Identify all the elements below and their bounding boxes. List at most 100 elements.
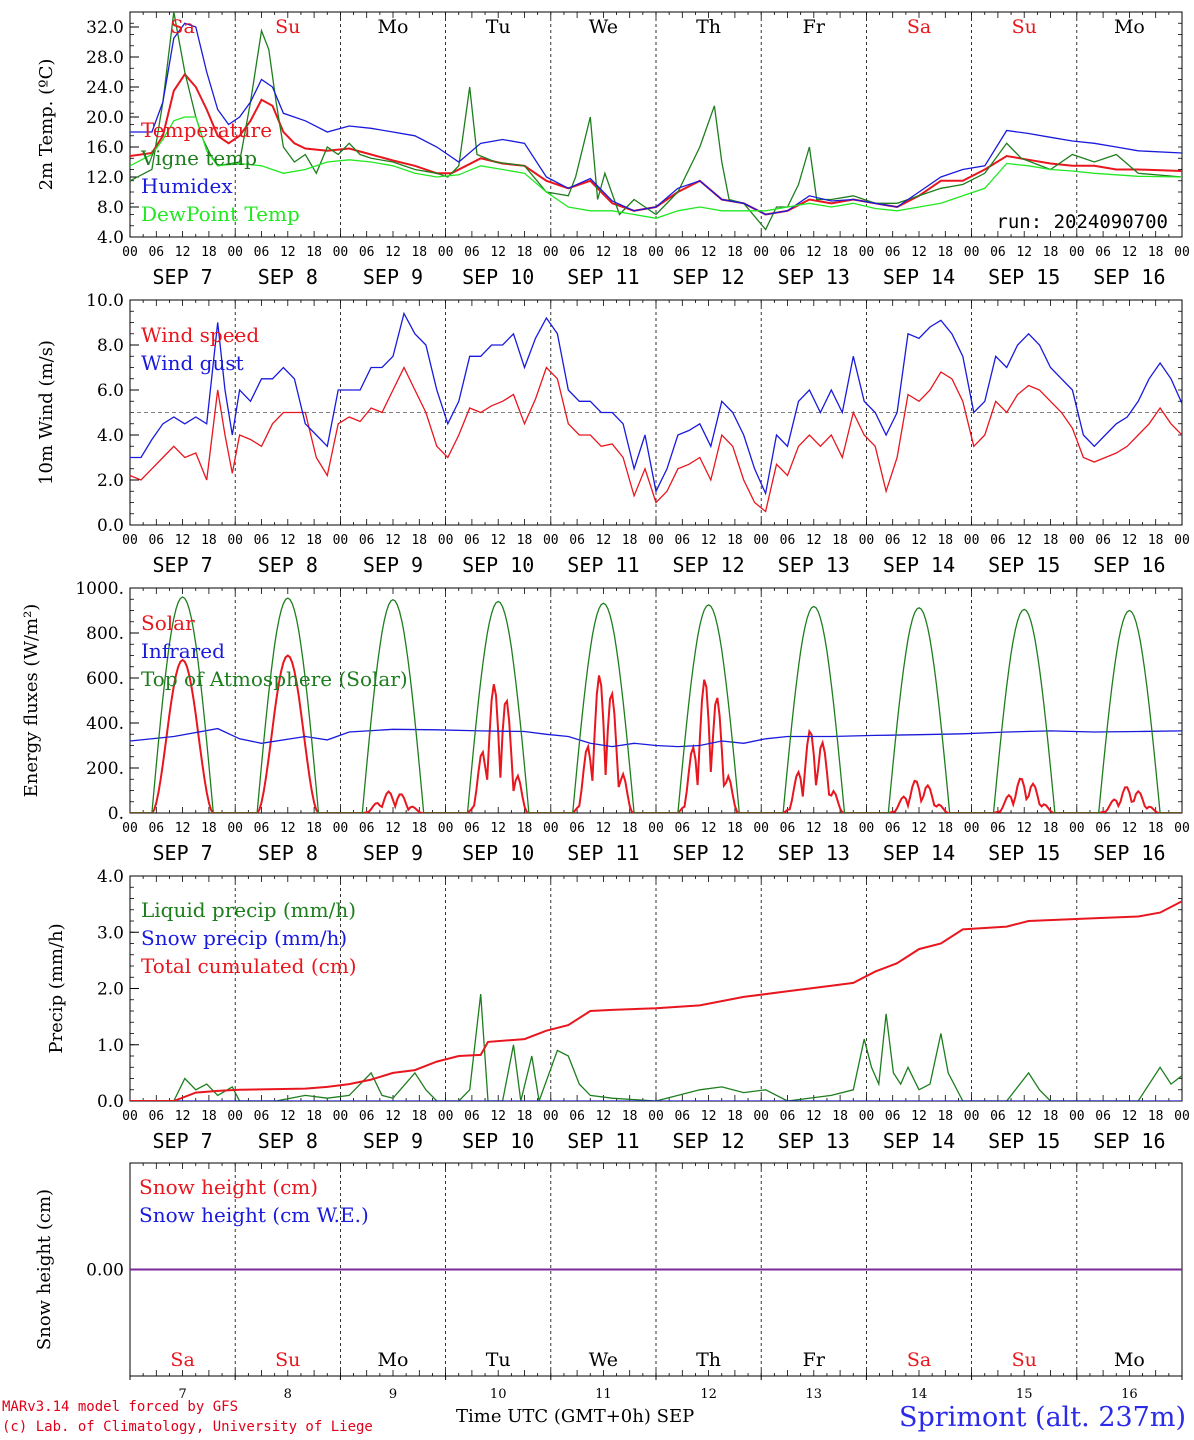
day-name-label: Su: [1012, 1349, 1037, 1371]
legend-entry: Snow precip (mm/h): [141, 926, 347, 950]
hour-label: 06: [674, 533, 690, 548]
date-label: SEP 13: [778, 841, 850, 865]
hour-label: 00: [543, 821, 559, 836]
hour-label: 00: [438, 533, 454, 548]
hour-label: 12: [1016, 821, 1032, 836]
y-tick-label: 6.0: [97, 381, 124, 401]
date-label: SEP 13: [778, 1129, 850, 1153]
day-name-label: Sa: [170, 1349, 194, 1371]
date-label: SEP 16: [1093, 265, 1165, 289]
hour-label: 06: [885, 245, 901, 260]
hour-label: 12: [1016, 533, 1032, 548]
hour-label: 06: [569, 821, 585, 836]
hour-label: 06: [254, 1109, 270, 1124]
hour-label: 06: [464, 821, 480, 836]
hour-label: 18: [1148, 1109, 1164, 1124]
hour-label: 12: [911, 245, 927, 260]
hour-label: 18: [517, 821, 533, 836]
hour-label: 18: [201, 533, 217, 548]
hour-label: 00: [333, 245, 349, 260]
hour-label: 18: [1148, 821, 1164, 836]
date-label: SEP 12: [672, 265, 744, 289]
date-label: SEP 7: [152, 841, 212, 865]
hour-label: 00: [1174, 533, 1190, 548]
hour-label: 18: [411, 821, 427, 836]
hour-label: 00: [648, 1109, 664, 1124]
hour-label: 12: [1122, 245, 1138, 260]
hour-label: 00: [1069, 533, 1085, 548]
hour-label: 00: [753, 245, 769, 260]
legend-entry: Liquid precip (mm/h): [141, 898, 356, 922]
hour-label: 00: [648, 533, 664, 548]
hour-label: 18: [517, 1109, 533, 1124]
hour-label: 00: [859, 533, 875, 548]
date-label: SEP 9: [363, 1129, 423, 1153]
hour-label: 06: [780, 533, 796, 548]
y-tick-label: 8.0: [97, 198, 124, 218]
day-name-label: Tu: [486, 16, 511, 38]
hour-label: 00: [227, 821, 243, 836]
hour-label: 00: [333, 821, 349, 836]
hour-label: 18: [1148, 533, 1164, 548]
legend-entry: Snow height (cm W.E.): [139, 1203, 369, 1227]
hour-label: 00: [1069, 821, 1085, 836]
hour-label: 00: [648, 245, 664, 260]
hour-label: 12: [1122, 1109, 1138, 1124]
y-tick-label: 800.: [86, 624, 124, 644]
day-name-label: Mo: [1114, 1349, 1145, 1371]
hour-label: 18: [306, 533, 322, 548]
y-tick-label: 2.0: [97, 980, 124, 1000]
hour-label: 18: [727, 821, 743, 836]
hour-label: 06: [569, 1109, 585, 1124]
hour-label: 12: [596, 821, 612, 836]
date-label: SEP 13: [778, 553, 850, 577]
hour-label: 06: [254, 533, 270, 548]
hour-label: 12: [280, 245, 296, 260]
date-label: SEP 12: [672, 841, 744, 865]
series-line: [130, 72, 1182, 216]
footer-lab-credit: (c) Lab. of Climatology, University of L…: [2, 1419, 373, 1435]
hour-label: 06: [674, 1109, 690, 1124]
day-name-label: Fr: [803, 16, 826, 38]
x-axis-title: Time UTC (GMT+0h) SEP: [456, 1406, 694, 1427]
y-tick-label: 24.0: [86, 78, 124, 98]
hour-label: 00: [543, 1109, 559, 1124]
hour-label: 18: [937, 1109, 953, 1124]
hour-label: 18: [201, 1109, 217, 1124]
hour-label: 06: [569, 245, 585, 260]
day-number-label: 15: [1016, 1387, 1033, 1402]
day-name-label: We: [589, 16, 618, 38]
hour-label: 12: [701, 533, 717, 548]
day-number-label: 11: [595, 1387, 612, 1402]
date-label: SEP 9: [363, 265, 423, 289]
hour-label: 06: [990, 821, 1006, 836]
hour-label: 12: [385, 1109, 401, 1124]
day-number-label: 14: [911, 1387, 928, 1402]
y-tick-label: 4.0: [97, 228, 124, 248]
y-tick-label: 0.00: [86, 1261, 124, 1281]
date-label: SEP 10: [462, 553, 534, 577]
panel-temp: 4.0 8.0 12.0 16.0 20.0 24.0 28.0 32.0 2m Temp. (…: [36, 11, 1190, 289]
day-number-label: 10: [490, 1387, 507, 1402]
hour-label: 06: [674, 245, 690, 260]
date-label: SEP 10: [462, 1129, 534, 1153]
y-tick-label: 1.0: [97, 1036, 124, 1056]
date-label: SEP 14: [883, 1129, 955, 1153]
date-label: SEP 8: [258, 841, 318, 865]
hour-label: 12: [1122, 821, 1138, 836]
y-tick-label: 0.: [108, 804, 124, 824]
date-label: SEP 12: [672, 553, 744, 577]
legend-entry: Wind gust: [141, 351, 244, 375]
date-label: SEP 10: [462, 265, 534, 289]
hour-label: 12: [806, 821, 822, 836]
legend-entry: Vigne temp: [140, 146, 257, 170]
hour-label: 12: [175, 821, 191, 836]
date-label: SEP 14: [883, 265, 955, 289]
hour-label: 12: [385, 533, 401, 548]
date-label: SEP 15: [988, 553, 1060, 577]
series-line: [130, 596, 1182, 813]
station-title: Sprimont (alt. 237m): [899, 1402, 1186, 1433]
hour-label: 00: [859, 1109, 875, 1124]
hour-label: 12: [1016, 1109, 1032, 1124]
date-label: SEP 15: [988, 1129, 1060, 1153]
